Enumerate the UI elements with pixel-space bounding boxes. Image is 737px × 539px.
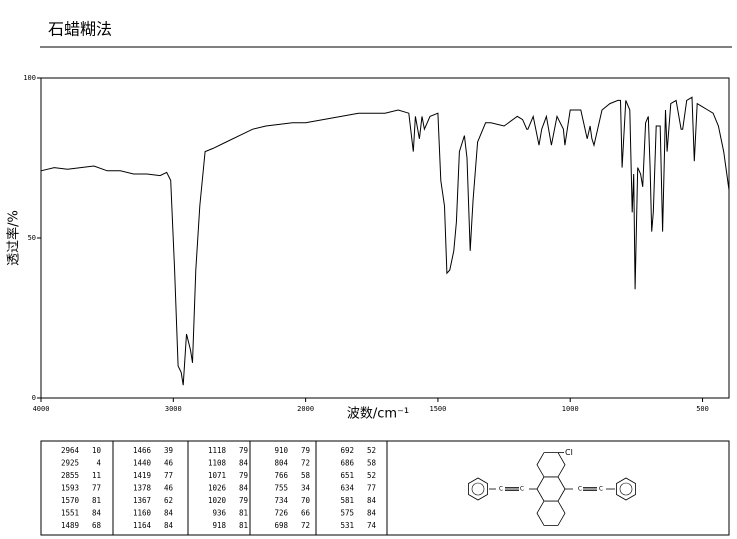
peak-wavenumber: 2925	[61, 459, 79, 468]
peak-transmittance: 84	[92, 509, 102, 518]
aromatic-circle	[471, 482, 485, 496]
peak-transmittance: 84	[367, 496, 377, 505]
peak-wavenumber: 734	[274, 496, 288, 505]
atom-label: C	[499, 486, 503, 493]
peak-wavenumber: 1593	[61, 484, 79, 493]
peak-wavenumber: 804	[274, 459, 288, 468]
peak-transmittance: 79	[239, 496, 248, 505]
x-tick-label: 4000	[33, 405, 50, 413]
peak-transmittance: 4	[96, 459, 101, 468]
peak-transmittance: 84	[367, 509, 377, 518]
y-tick-label: 100	[23, 74, 36, 82]
peak-wavenumber: 1419	[133, 471, 151, 480]
peak-transmittance: 10	[92, 446, 102, 455]
phenyl-ring	[468, 477, 488, 501]
peak-transmittance: 77	[92, 484, 101, 493]
x-tick-label: 1000	[562, 405, 579, 413]
peak-wavenumber: 936	[212, 509, 226, 518]
peak-wavenumber: 634	[340, 484, 354, 493]
peak-wavenumber: 692	[340, 446, 354, 455]
peak-transmittance: 84	[239, 459, 249, 468]
atom-label: C	[520, 486, 524, 493]
y-tick-label: 50	[28, 234, 36, 242]
x-tick-label: 1500	[429, 405, 446, 413]
peak-transmittance: 81	[239, 509, 248, 518]
peak-transmittance: 79	[239, 446, 248, 455]
peak-wavenumber: 1440	[133, 459, 152, 468]
peak-transmittance: 84	[164, 521, 174, 530]
peak-wavenumber: 581	[340, 496, 354, 505]
peak-wavenumber: 1378	[133, 484, 152, 493]
peak-transmittance: 84	[164, 509, 174, 518]
anthracene-ring	[536, 500, 566, 526]
peak-transmittance: 77	[164, 471, 173, 480]
peak-transmittance: 39	[164, 446, 173, 455]
peak-wavenumber: 766	[274, 471, 288, 480]
peak-wavenumber: 1108	[208, 459, 227, 468]
plot-frame	[40, 77, 730, 399]
peak-wavenumber: 1164	[133, 521, 152, 530]
peak-wavenumber: 531	[340, 521, 354, 530]
peak-transmittance: 52	[367, 446, 376, 455]
peak-transmittance: 77	[367, 484, 376, 493]
anthracene-ring	[536, 452, 566, 478]
peak-wavenumber: 918	[212, 521, 226, 530]
peak-wavenumber: 1489	[61, 521, 79, 530]
spectrum-line	[40, 96, 730, 386]
x-tick-label: 500	[696, 405, 709, 413]
peak-wavenumber: 910	[274, 446, 288, 455]
peak-transmittance: 74	[367, 521, 377, 530]
peak-wavenumber: 1160	[133, 509, 152, 518]
peak-transmittance: 79	[301, 446, 310, 455]
peak-transmittance: 79	[239, 471, 248, 480]
peak-transmittance: 58	[301, 471, 311, 480]
peak-transmittance: 66	[301, 509, 311, 518]
peak-wavenumber: 686	[340, 459, 354, 468]
peak-wavenumber: 1551	[61, 509, 79, 518]
peak-wavenumber: 575	[340, 509, 354, 518]
peak-wavenumber: 1020	[208, 496, 227, 505]
peak-transmittance: 72	[301, 521, 310, 530]
peak-wavenumber: 698	[274, 521, 288, 530]
y-tick-label: 0	[32, 394, 36, 402]
anthracene-ring	[536, 476, 566, 502]
atom-label: Cl	[565, 448, 573, 457]
peak-transmittance: 84	[239, 484, 249, 493]
phenyl-ring	[616, 477, 636, 501]
peak-transmittance: 46	[164, 459, 174, 468]
chart-title: 石蜡糊法	[48, 20, 112, 39]
peak-transmittance: 81	[239, 521, 248, 530]
peak-transmittance: 34	[301, 484, 311, 493]
aromatic-circle	[619, 482, 633, 496]
x-axis-label: 波数/cm⁻¹	[347, 407, 409, 422]
peak-transmittance: 68	[92, 521, 102, 530]
peak-transmittance: 72	[301, 459, 310, 468]
peak-transmittance: 46	[164, 484, 174, 493]
peak-wavenumber: 1118	[208, 446, 227, 455]
peak-wavenumber: 1071	[208, 471, 226, 480]
peak-transmittance: 81	[92, 496, 101, 505]
atom-label: C	[578, 486, 582, 493]
peak-wavenumber: 1367	[133, 496, 151, 505]
atom-label: C	[599, 486, 603, 493]
y-axis-label: 透过率/%	[6, 210, 22, 266]
peak-wavenumber: 2964	[61, 446, 80, 455]
peak-wavenumber: 726	[274, 509, 288, 518]
peak-transmittance: 52	[367, 471, 376, 480]
x-tick-label: 2000	[297, 405, 314, 413]
peak-wavenumber: 1026	[208, 484, 227, 493]
peak-wavenumber: 755	[274, 484, 288, 493]
peak-wavenumber: 2855	[61, 471, 79, 480]
peak-wavenumber: 651	[340, 471, 354, 480]
x-tick-label: 3000	[165, 405, 182, 413]
peak-transmittance: 70	[301, 496, 311, 505]
peak-wavenumber: 1570	[61, 496, 80, 505]
peak-transmittance: 11	[92, 471, 101, 480]
peak-transmittance: 62	[164, 496, 173, 505]
peak-transmittance: 58	[367, 459, 377, 468]
peak-wavenumber: 1466	[133, 446, 152, 455]
table-frame	[40, 440, 730, 536]
